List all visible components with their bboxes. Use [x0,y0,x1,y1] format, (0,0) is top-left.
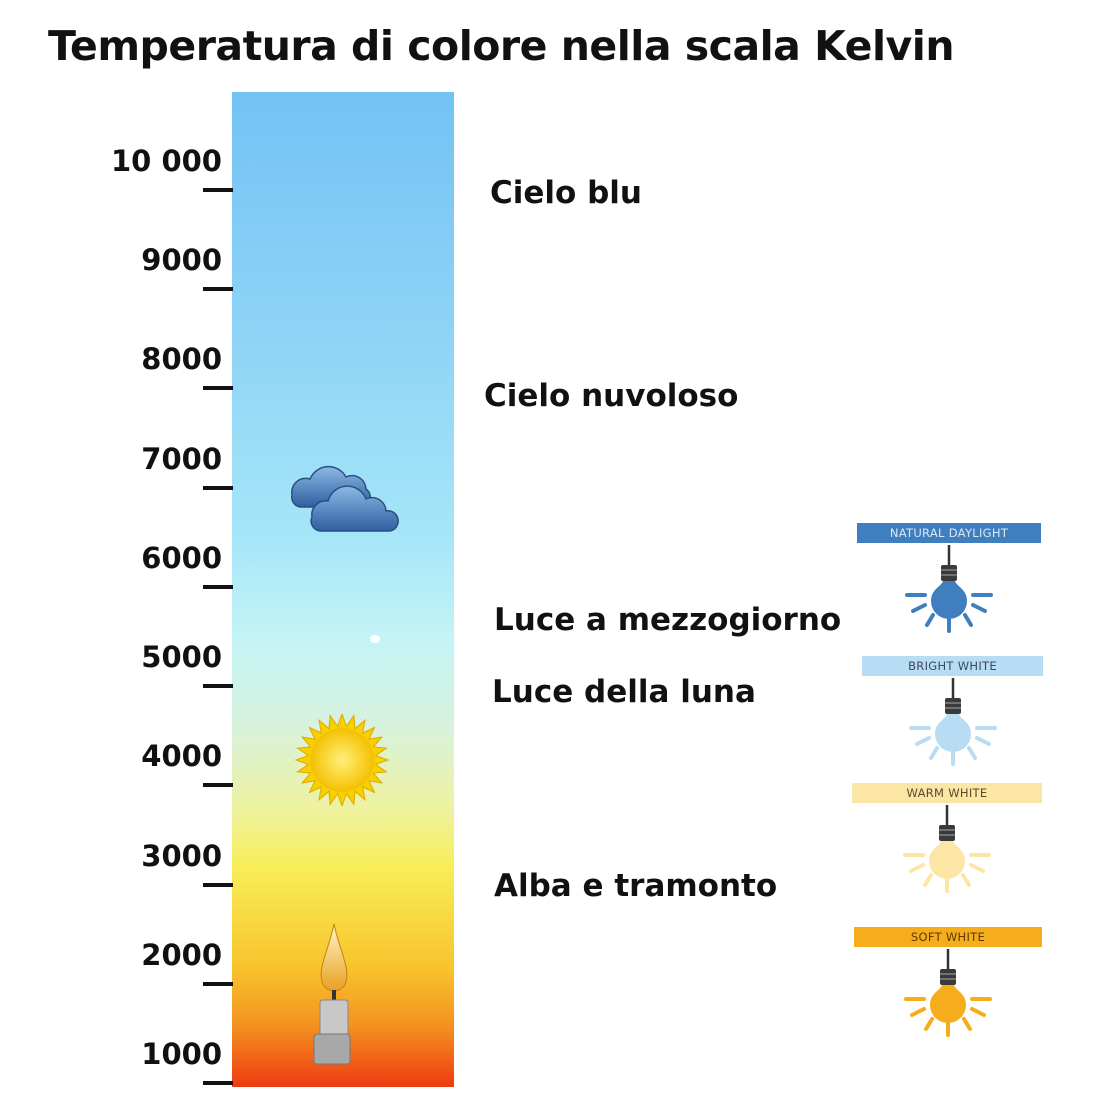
page-title: Temperatura di colore nella scala Kelvin [48,22,955,70]
tick-label: 2000 [141,937,222,972]
bulb-label-banner: WARM WHITE [852,783,1042,803]
light-bulb-icon [904,949,992,1037]
tick-mark [203,783,233,788]
tick-label: 9000 [141,243,222,278]
tick-label: 4000 [141,739,222,774]
tick-label: 7000 [141,441,222,476]
tick-mark [203,287,233,292]
zone-label-cielo-nuvoloso: Cielo nuvoloso [484,378,739,414]
tick-mark [203,584,233,589]
tick-label: 5000 [141,640,222,675]
cloud-icon [290,465,399,532]
bulb-label-banner: NATURAL DAYLIGHT [857,523,1041,543]
tick-label: 8000 [141,342,222,377]
light-bulb-icon [903,805,991,893]
tick-mark [203,684,233,689]
tick-label: 1000 [141,1037,222,1071]
tick-mark [203,386,233,391]
tick-mark [203,188,233,192]
zone-label-cielo-blu: Cielo blu [490,175,643,211]
zone-label-alba-tramonto: Alba e tramonto [494,868,778,904]
light-bulb-icon [908,678,997,766]
tick-label: 6000 [141,540,222,575]
bulb-label-banner: BRIGHT WHITE [862,656,1043,676]
kelvin-gradient-bar [232,92,454,1087]
sun-icon [294,714,390,806]
tick-mark [203,981,233,986]
bulb-label-banner: SOFT WHITE [854,927,1042,947]
moon-icon [370,635,380,643]
tick-mark [203,485,233,490]
tick-label: 10 000 [111,144,222,178]
candle-icon [313,923,351,1065]
tick-mark [203,882,233,887]
zone-label-luce-luna: Luce della luna [492,674,756,710]
tick-mark [203,1081,233,1085]
light-bulb-icon [905,545,993,633]
zone-label-luce-mezzogiorno: Luce a mezzogiorno [494,602,842,638]
tick-label: 3000 [141,838,222,873]
